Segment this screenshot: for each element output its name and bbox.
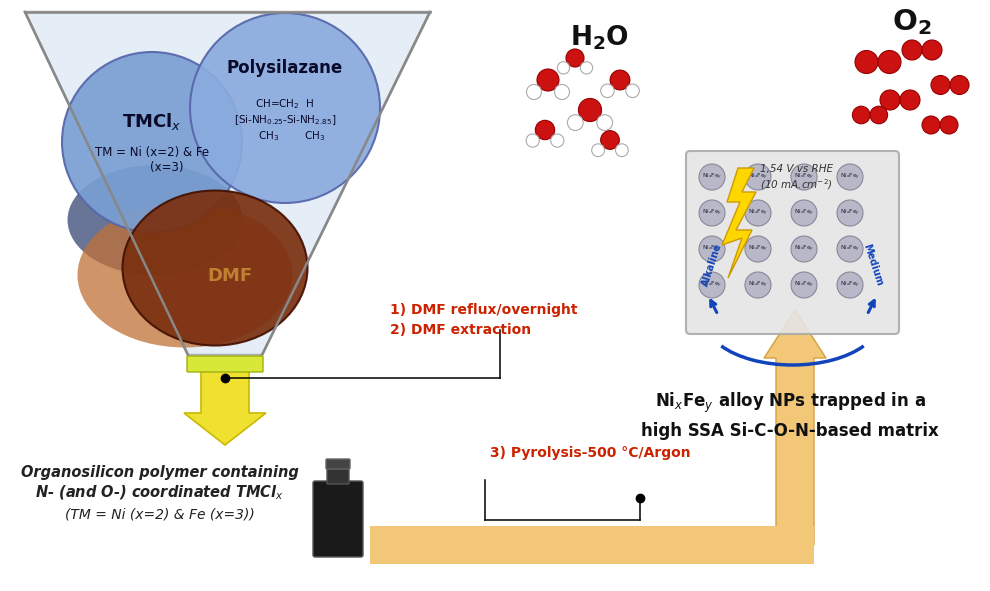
Text: Ni$_x$Fe$_y$: Ni$_x$Fe$_y$ xyxy=(702,172,722,182)
Circle shape xyxy=(837,236,863,262)
Text: $\mathbf{O_2}$: $\mathbf{O_2}$ xyxy=(892,7,932,37)
Circle shape xyxy=(922,116,940,134)
Circle shape xyxy=(870,106,888,124)
Circle shape xyxy=(837,164,863,190)
Text: 2) DMF extraction: 2) DMF extraction xyxy=(390,323,531,337)
Polygon shape xyxy=(25,12,430,355)
FancyBboxPatch shape xyxy=(326,459,350,469)
Circle shape xyxy=(745,272,771,298)
Circle shape xyxy=(626,84,640,98)
Text: Ni$_x$Fe$_y$: Ni$_x$Fe$_y$ xyxy=(702,280,722,290)
Circle shape xyxy=(745,164,771,190)
Circle shape xyxy=(601,84,614,98)
Text: 1,54 V vs RHE
(10 mA.cm$^{-2}$): 1,54 V vs RHE (10 mA.cm$^{-2}$) xyxy=(760,164,833,191)
Text: TM = Ni (x=2) & Fe
        (x=3): TM = Ni (x=2) & Fe (x=3) xyxy=(95,146,209,174)
Circle shape xyxy=(745,236,771,262)
Circle shape xyxy=(880,90,900,110)
Circle shape xyxy=(931,76,950,95)
FancyBboxPatch shape xyxy=(187,356,263,372)
FancyArrow shape xyxy=(184,370,266,445)
Circle shape xyxy=(855,50,878,73)
Text: TMCl$_x$: TMCl$_x$ xyxy=(123,112,181,132)
Circle shape xyxy=(791,200,817,226)
Circle shape xyxy=(527,85,542,99)
Circle shape xyxy=(745,200,771,226)
Ellipse shape xyxy=(123,190,308,346)
Text: Ni$_x$Fe$_y$: Ni$_x$Fe$_y$ xyxy=(747,280,768,290)
Circle shape xyxy=(900,90,920,110)
Circle shape xyxy=(554,85,569,99)
Text: 3) Pyrolysis-500 °C/Argon: 3) Pyrolysis-500 °C/Argon xyxy=(490,446,691,460)
Circle shape xyxy=(616,144,629,157)
Text: Ni$_x$Fe$_y$: Ni$_x$Fe$_y$ xyxy=(702,244,722,254)
Text: Ni$_x$Fe$_y$: Ni$_x$Fe$_y$ xyxy=(840,244,860,254)
Ellipse shape xyxy=(67,165,243,275)
Circle shape xyxy=(791,272,817,298)
Text: Medium: Medium xyxy=(861,243,884,287)
Text: (TM = Ni (x=2) & Fe (x=3)): (TM = Ni (x=2) & Fe (x=3)) xyxy=(65,507,254,521)
FancyBboxPatch shape xyxy=(327,464,349,484)
Circle shape xyxy=(62,52,242,232)
Circle shape xyxy=(537,69,559,91)
Text: DMF: DMF xyxy=(208,267,252,285)
Ellipse shape xyxy=(77,203,292,348)
Circle shape xyxy=(567,115,583,131)
FancyArrow shape xyxy=(764,310,826,545)
Circle shape xyxy=(699,200,725,226)
Circle shape xyxy=(601,131,620,150)
Circle shape xyxy=(922,40,942,60)
Text: Ni$_x$Fe$_y$: Ni$_x$Fe$_y$ xyxy=(840,172,860,182)
Circle shape xyxy=(580,61,593,74)
Circle shape xyxy=(852,106,870,124)
Circle shape xyxy=(592,144,605,157)
Circle shape xyxy=(610,70,630,90)
Circle shape xyxy=(699,164,725,190)
Text: Organosilicon polymer containing: Organosilicon polymer containing xyxy=(21,465,299,479)
Text: Ni$_x$Fe$_y$: Ni$_x$Fe$_y$ xyxy=(747,208,768,218)
Circle shape xyxy=(550,134,564,147)
Circle shape xyxy=(597,115,613,131)
Text: Ni$_x$Fe$_y$: Ni$_x$Fe$_y$ xyxy=(794,280,814,290)
Circle shape xyxy=(699,272,725,298)
Circle shape xyxy=(190,13,380,203)
Text: Ni$_x$Fe$_y$ alloy NPs trapped in a
high SSA Si-C-O-N-based matrix: Ni$_x$Fe$_y$ alloy NPs trapped in a high… xyxy=(642,391,939,440)
Text: Ni$_x$Fe$_y$: Ni$_x$Fe$_y$ xyxy=(794,244,814,254)
Text: CH=CH$_2$  H
[Si-NH$_{0.25}$-Si-NH$_{2.85}$]
    CH$_3$        CH$_3$: CH=CH$_2$ H [Si-NH$_{0.25}$-Si-NH$_{2.85… xyxy=(234,98,337,142)
Text: Ni$_x$Fe$_y$: Ni$_x$Fe$_y$ xyxy=(794,172,814,182)
Circle shape xyxy=(902,40,922,60)
Circle shape xyxy=(557,61,569,74)
Text: Ni$_x$Fe$_y$: Ni$_x$Fe$_y$ xyxy=(702,208,722,218)
Circle shape xyxy=(878,50,901,73)
Text: Ni$_x$Fe$_y$: Ni$_x$Fe$_y$ xyxy=(840,280,860,290)
Text: 1) DMF reflux/overnight: 1) DMF reflux/overnight xyxy=(390,303,577,317)
FancyBboxPatch shape xyxy=(686,151,899,334)
Circle shape xyxy=(950,76,969,95)
Circle shape xyxy=(566,49,584,67)
Text: Ni$_x$Fe$_y$: Ni$_x$Fe$_y$ xyxy=(840,208,860,218)
Text: Polysilazane: Polysilazane xyxy=(227,59,344,77)
Text: N- (and O-) coordinated TMCl$_x$: N- (and O-) coordinated TMCl$_x$ xyxy=(36,484,284,502)
Text: Alkaline: Alkaline xyxy=(700,242,724,288)
Circle shape xyxy=(791,164,817,190)
Text: Ni$_x$Fe$_y$: Ni$_x$Fe$_y$ xyxy=(747,172,768,182)
Circle shape xyxy=(699,236,725,262)
Text: Ni$_x$Fe$_y$: Ni$_x$Fe$_y$ xyxy=(747,244,768,254)
Circle shape xyxy=(578,99,602,122)
FancyArrow shape xyxy=(370,526,800,564)
Circle shape xyxy=(940,116,958,134)
Circle shape xyxy=(526,134,540,147)
Polygon shape xyxy=(370,526,814,564)
Polygon shape xyxy=(722,168,756,278)
Text: Ni$_x$Fe$_y$: Ni$_x$Fe$_y$ xyxy=(794,208,814,218)
Circle shape xyxy=(791,236,817,262)
Circle shape xyxy=(536,121,554,139)
FancyBboxPatch shape xyxy=(313,481,363,557)
Circle shape xyxy=(837,272,863,298)
Text: $\mathbf{H_2O}$: $\mathbf{H_2O}$ xyxy=(570,24,630,52)
Circle shape xyxy=(837,200,863,226)
